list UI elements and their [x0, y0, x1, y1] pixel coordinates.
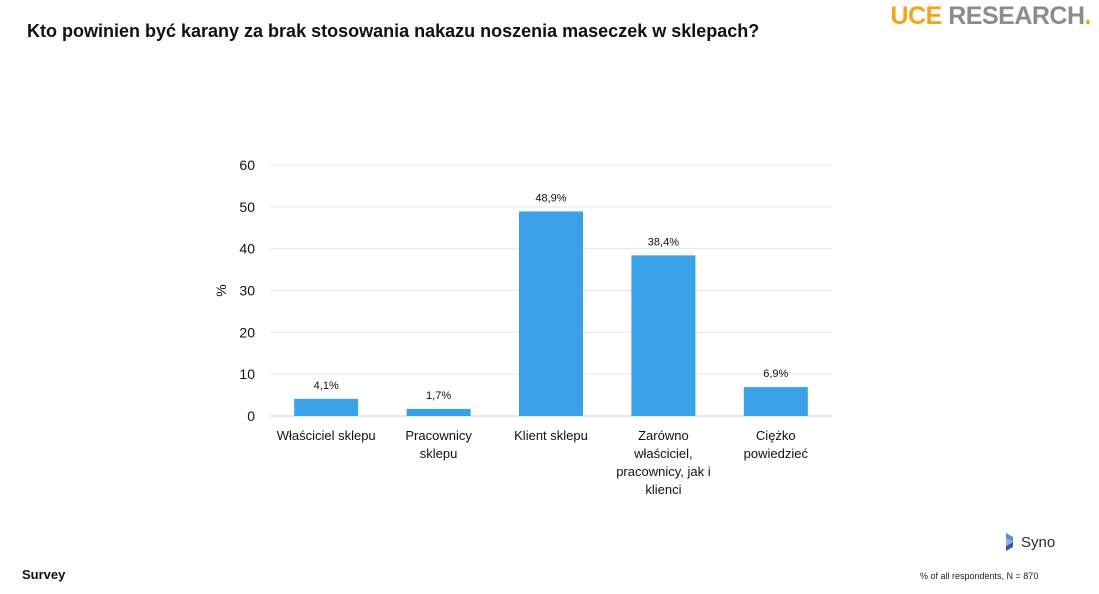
x-tick-label-line: sklepu — [419, 446, 458, 461]
footer-note: % of all respondents, N = 870 — [920, 571, 1039, 581]
y-tick-label: 40 — [239, 241, 255, 257]
page-title: Kto powinien być karany za brak stosowan… — [27, 21, 760, 41]
x-tick-label-line: Klient sklepu — [514, 428, 588, 443]
data-label: 38,4% — [648, 236, 679, 248]
y-tick-label: 10 — [239, 366, 255, 382]
data-label: 6,9% — [763, 368, 788, 380]
bar — [294, 398, 359, 416]
y-tick-label: 60 — [239, 157, 255, 173]
y-axis-label: % — [213, 284, 229, 296]
brand-logo-dot: . — [1084, 2, 1092, 30]
x-tick-label: Ciężko powiedzieć — [721, 427, 831, 463]
brand-logo-research: RESEARCH — [941, 2, 1085, 30]
x-tick-label-line: powiedzieć — [743, 446, 808, 461]
y-tick-label: 20 — [239, 324, 255, 340]
x-tick-label-line: Zarówno — [638, 428, 689, 443]
syno-logo: Syno — [1004, 533, 1055, 551]
bar — [631, 255, 696, 416]
x-tick-label-line: właściciel, — [634, 446, 693, 461]
bars — [294, 211, 808, 416]
footer-survey-label: Survey — [22, 567, 66, 582]
brand-logo: UCE RESEARCH. — [891, 2, 1092, 31]
chart-text: 0 10 20 30 40 50 60% 4,1% 1,7% 48,9% 38,4% 6,9% — [213, 157, 789, 424]
y-tick-label: 30 — [239, 283, 255, 299]
x-tick-label-line: pracownicy, jak i — [616, 464, 711, 479]
x-tick-label-line: Ciężko — [755, 428, 796, 443]
x-tick-label-line: Właściciel sklepu — [276, 428, 376, 443]
data-label: 1,7% — [426, 390, 451, 402]
x-tick-label: Właściciel sklepu — [271, 427, 381, 445]
brand-logo-uce: UCE — [890, 2, 943, 30]
bar — [406, 408, 471, 416]
syno-label: Syno — [1021, 533, 1056, 551]
x-tick-label: Pracownicy sklepu — [384, 427, 494, 463]
data-label: 48,9% — [535, 192, 566, 204]
bar — [743, 387, 808, 416]
data-label: 4,1% — [314, 380, 339, 392]
x-tick-label: Zarówno właściciel, pracownicy, jak i klien… — [608, 427, 718, 499]
bar — [519, 211, 583, 416]
x-tick-label-line: klienci — [645, 482, 682, 497]
y-tick-label: 0 — [247, 408, 255, 424]
x-tick-label: Klient sklepu — [496, 427, 606, 445]
y-tick-label: 50 — [239, 199, 255, 215]
syno-icon — [1006, 533, 1013, 551]
x-tick-label-line: Pracownicy — [405, 428, 472, 443]
